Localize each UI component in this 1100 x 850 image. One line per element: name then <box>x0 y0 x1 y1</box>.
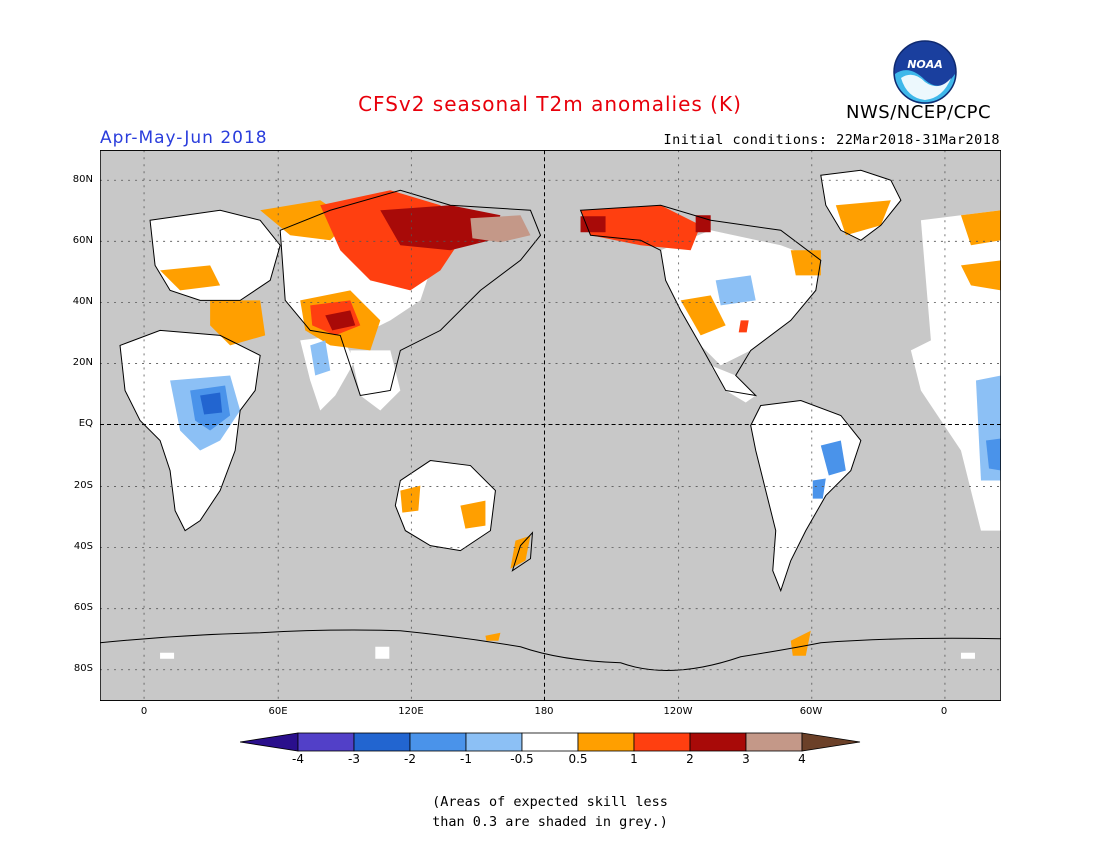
ytick-60n: 60N <box>72 235 93 246</box>
graticule-lines <box>100 150 1001 701</box>
colorbar-bin-3 <box>409 732 467 752</box>
colorbar-label-3: 3 <box>742 752 750 766</box>
colorbar-label-m2: -2 <box>404 752 416 766</box>
equator-dateline <box>100 150 1001 701</box>
colorbar-label-4: 4 <box>798 752 806 766</box>
initial-conditions-label: Initial conditions: 22Mar2018-31Mar2018 <box>663 132 1000 148</box>
season-label: Apr-May-Jun 2018 <box>100 128 268 148</box>
skill-footnote-line1: (Areas of expected skill less <box>432 794 668 810</box>
ytick-40n: 40N <box>72 296 93 307</box>
map-title: CFSv2 seasonal T2m anomalies (K) <box>358 92 742 116</box>
colorbar-bin-1 <box>297 732 355 752</box>
xtick-0-left: 0 <box>140 706 148 717</box>
ytick-eq: EQ <box>78 418 93 429</box>
colorbar-label-m1: -1 <box>460 752 472 766</box>
map-frame <box>100 150 1001 701</box>
skill-footnote-line2: than 0.3 are shaded in grey.) <box>432 814 668 830</box>
colorbar-label-m4: -4 <box>292 752 304 766</box>
colorbar-bin-2 <box>353 732 411 752</box>
skill-footnote: (Areas of expected skill less than 0.3 a… <box>0 792 1100 832</box>
colorbar-label-1: 1 <box>630 752 638 766</box>
colorbar <box>240 732 861 752</box>
ytick-80n: 80N <box>72 174 93 185</box>
colorbar-bin-6 <box>577 732 635 752</box>
xtick-120e: 120E <box>398 706 424 717</box>
xtick-180: 180 <box>534 706 554 717</box>
cool-anomaly-areas <box>170 275 1001 499</box>
anomaly-map <box>100 150 1001 701</box>
ytick-60s: 60S <box>73 602 93 613</box>
colorbar-min-triangle <box>240 732 299 752</box>
xtick-0-right: 0 <box>940 706 948 717</box>
agency-label: NWS/NCEP/CPC <box>846 102 992 123</box>
colorbar-bin-9 <box>745 732 803 752</box>
ytick-80s: 80S <box>73 663 93 674</box>
colorbar-bin-8 <box>689 732 747 752</box>
ytick-20s: 20S <box>73 480 93 491</box>
xtick-60w: 60W <box>799 706 823 717</box>
land-nearzero-areas <box>120 170 1001 659</box>
colorbar-bin-5 <box>521 732 579 752</box>
coastlines <box>100 169 1001 671</box>
noaa-logo: NOAA <box>893 40 957 104</box>
xtick-60e: 60E <box>268 706 288 717</box>
colorbar-label-2: 2 <box>686 752 694 766</box>
ytick-20n: 20N <box>72 357 93 368</box>
colorbar-label-05: 0.5 <box>568 752 588 766</box>
warm-anomaly-areas <box>160 190 1001 656</box>
colorbar-label-m3: -3 <box>348 752 360 766</box>
xtick-120w: 120W <box>663 706 693 717</box>
colorbar-max-triangle <box>801 732 861 752</box>
noaa-logo-text: NOAA <box>907 58 943 71</box>
ytick-40s: 40S <box>73 541 93 552</box>
colorbar-label-m05: -0.5 <box>510 752 534 766</box>
colorbar-bin-4 <box>465 732 523 752</box>
colorbar-bin-7 <box>633 732 691 752</box>
